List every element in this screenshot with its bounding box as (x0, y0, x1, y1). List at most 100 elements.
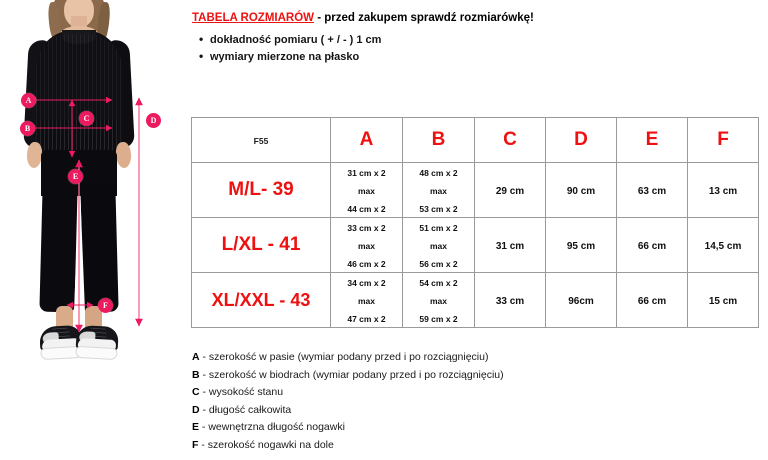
measure-value-b: 48 cm x 2 max 53 cm x 2 (419, 168, 458, 214)
column-letter-f: F (717, 129, 729, 150)
measure-value-a: 34 cm x 2 max 47 cm x 2 (347, 278, 386, 324)
table-header-e: E (616, 117, 688, 163)
legend-key-f: F (192, 438, 199, 451)
legend-key-b: B (192, 368, 200, 381)
legend-block: A - szerokość w pasie (wymiar podany prz… (192, 349, 752, 454)
table-header-c: C (474, 117, 546, 163)
row-cell-f: 14,5 cm (687, 217, 759, 273)
notes-list: dokładność pomiaru ( + / - ) 1 cm wymiar… (192, 31, 752, 66)
legend-text-f: - szerokość nogawki na dole (198, 438, 334, 451)
legend-key-c: C (192, 386, 200, 398)
measure-marker-c: C (79, 111, 94, 126)
legend-row-c: C - wysokość stanu (192, 384, 752, 402)
legend-text-c: - wysokość stanu (199, 386, 284, 398)
table-row: XL/XXL - 43 34 cm x 2 max 47 cm x 2 54 c… (191, 272, 759, 328)
measure-value-c: 29 cm (495, 186, 525, 197)
leggings-leg-right (80, 185, 119, 313)
legend-row-b: B - szerokość w biodrach (wymiar podany … (192, 367, 752, 385)
column-letter-b: B (431, 129, 446, 150)
row-cell-f: 15 cm (687, 272, 759, 328)
measure-value-c: 31 cm (495, 241, 525, 252)
size-label: L/XL - 41 (221, 234, 301, 255)
page-title-highlight: TABELA ROZMIARÓW (192, 12, 315, 24)
measure-value-d: 95 cm (566, 241, 596, 252)
row-cell-c: 33 cm (474, 272, 546, 328)
legend-row-e: E - wewnętrzna długość nogawki (192, 419, 752, 437)
table-header-b: B (402, 117, 475, 163)
row-cell-b: 51 cm x 2 max 56 cm x 2 (402, 217, 475, 273)
measure-value-e: 63 cm (637, 186, 667, 197)
table-row: M/L- 39 31 cm x 2 max 44 cm x 2 48 cm x … (191, 162, 759, 218)
measure-value-e: 66 cm (637, 241, 667, 252)
size-table: F55 A B C D E F (191, 117, 759, 328)
row-cell-e: 66 cm (616, 217, 688, 273)
row-cell-e: 63 cm (616, 162, 688, 218)
measure-value-b: 54 cm x 2 max 59 cm x 2 (419, 278, 458, 324)
row-cell-d: 90 cm (545, 162, 617, 218)
legend-key-d: D (192, 403, 200, 416)
note-item: wymiary mierzone na płasko (199, 48, 752, 66)
measure-value-c: 33 cm (495, 296, 525, 307)
note-item: dokładność pomiaru ( + / - ) 1 cm (199, 31, 752, 49)
legend-text-d: - długość całkowita (199, 403, 292, 416)
measure-value-d: 96cm (568, 296, 594, 307)
measure-value-f: 13 cm (708, 186, 738, 197)
product-photo-panel: A B C D E F (0, 0, 170, 460)
legend-text-a: - szerokość w pasie (wymiar podany przed… (199, 351, 489, 363)
sweater-collar (62, 30, 96, 44)
row-cell-a: 34 cm x 2 max 47 cm x 2 (330, 272, 403, 328)
measure-marker-a: A (21, 93, 36, 108)
row-size-cell: XL/XXL - 43 (191, 272, 331, 328)
measure-marker-b: B (20, 121, 35, 136)
measure-value-e: 66 cm (637, 296, 667, 307)
measure-value-b: 51 cm x 2 max 56 cm x 2 (419, 223, 458, 269)
size-label: M/L- 39 (228, 179, 294, 200)
measure-value-a: 31 cm x 2 max 44 cm x 2 (347, 168, 386, 214)
legend-key-a: A (192, 351, 200, 363)
column-letter-d: D (574, 129, 588, 150)
row-cell-c: 31 cm (474, 217, 546, 273)
row-cell-f: 13 cm (687, 162, 759, 218)
table-row: L/XL - 41 33 cm x 2 max 46 cm x 2 51 cm … (191, 217, 759, 273)
measure-value-a: 33 cm x 2 max 46 cm x 2 (347, 223, 386, 269)
legend-row-f: F - szerokość nogawki na dole (192, 437, 752, 455)
measure-value-f: 15 cm (708, 296, 738, 307)
heading-block: TABELA ROZMIARÓW - przed zakupem sprawdź… (192, 11, 752, 66)
legend-key-e: E (192, 421, 200, 433)
row-cell-b: 48 cm x 2 max 53 cm x 2 (402, 162, 475, 218)
page-title-rest: - przed zakupem sprawdź rozmiarówkę! (314, 12, 534, 24)
measure-marker-d: D (146, 113, 161, 128)
column-letter-c: C (503, 129, 517, 150)
measure-value-f: 14,5 cm (704, 241, 742, 252)
row-cell-d: 96cm (545, 272, 617, 328)
row-cell-c: 29 cm (474, 162, 546, 218)
measure-marker-e: E (68, 169, 83, 184)
row-cell-a: 31 cm x 2 max 44 cm x 2 (330, 162, 403, 218)
measure-marker-f: F (98, 298, 113, 313)
size-chart-content: TABELA ROZMIARÓW - przed zakupem sprawdź… (170, 0, 768, 460)
column-letter-e: E (645, 129, 659, 150)
table-header-model: F55 (191, 117, 331, 163)
leggings-leg-left (39, 185, 78, 313)
legend-row-a: A - szerokość w pasie (wymiar podany prz… (192, 349, 752, 367)
sweater-rib-texture (36, 34, 122, 154)
table-header-f: F (687, 117, 759, 163)
legend-text-e: - wewnętrzna długość nogawki (199, 421, 345, 433)
table-header-a: A (330, 117, 403, 163)
measure-value-d: 90 cm (566, 186, 596, 197)
row-cell-e: 66 cm (616, 272, 688, 328)
table-header-row: F55 A B C D E F (191, 117, 759, 163)
sneaker-right (75, 324, 119, 361)
row-size-cell: M/L- 39 (191, 162, 331, 218)
page-title: TABELA ROZMIARÓW - przed zakupem sprawdź… (192, 11, 752, 26)
model-illustration (0, 0, 170, 460)
row-size-cell: L/XL - 41 (191, 217, 331, 273)
model-code-label: F55 (253, 136, 269, 146)
column-letter-a: A (359, 129, 374, 150)
table-header-d: D (545, 117, 617, 163)
row-cell-a: 33 cm x 2 max 46 cm x 2 (330, 217, 403, 273)
row-cell-d: 95 cm (545, 217, 617, 273)
size-label: XL/XXL - 43 (211, 289, 311, 310)
row-cell-b: 54 cm x 2 max 59 cm x 2 (402, 272, 475, 328)
legend-text-b: - szerokość w biodrach (wymiar podany pr… (199, 368, 504, 381)
